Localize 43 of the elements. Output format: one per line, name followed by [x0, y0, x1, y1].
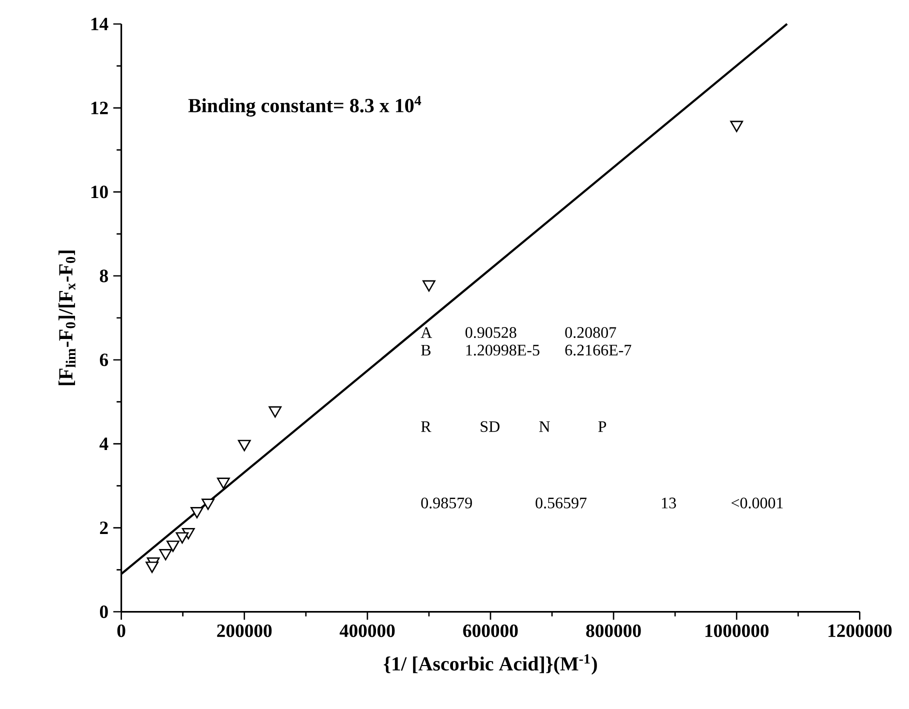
- x-tick-label: 400000: [340, 624, 395, 638]
- point: [202, 498, 214, 510]
- annotation: 0.56597: [536, 498, 587, 508]
- annotation: 6.2166E-7: [565, 344, 632, 356]
- y-tick-label: 6: [100, 354, 108, 366]
- annotation: P: [598, 421, 606, 432]
- x-tick-label: 1000000: [705, 624, 769, 638]
- point: [422, 280, 436, 292]
- point: [730, 120, 744, 132]
- annotation: 0.20807: [565, 327, 616, 338]
- x-tick-label: 200000: [217, 624, 272, 638]
- point: [190, 506, 204, 518]
- y-tick-label: 14: [91, 18, 108, 30]
- annotation: 13: [662, 498, 676, 508]
- y-tick-label: 4: [100, 438, 108, 450]
- point: [268, 406, 282, 418]
- annotation: <0.0001: [732, 498, 783, 508]
- annotation: 1.20998E-5: [466, 344, 540, 356]
- annotation: A: [420, 327, 432, 338]
- x-tick-label: 600000: [463, 624, 518, 638]
- point: [166, 540, 180, 552]
- annotation: N: [539, 421, 550, 432]
- y-tick-label: 8: [100, 270, 108, 282]
- annotation: R: [421, 421, 432, 432]
- y-tick-label: 2: [100, 522, 108, 534]
- text: Binding constant= 8.3 x 10$^{4}$: [188, 96, 422, 117]
- point: [176, 532, 189, 544]
- x-tick-label: 1200000: [828, 624, 892, 638]
- y-tick-label: 0: [100, 605, 108, 618]
- annotation: SD: [480, 421, 500, 432]
- text: [F$_{lim}$-F$_{0}$]/[F$_{x}$-F$_{0}$]: [58, 250, 76, 386]
- point: [159, 548, 172, 560]
- annotation: 0.98579: [421, 498, 472, 508]
- point: [146, 562, 159, 573]
- annotation: B: [421, 344, 430, 356]
- y-tick-label: 10: [91, 186, 108, 198]
- annotation: 0.90528: [466, 327, 516, 338]
- y-tick-label: 12: [91, 102, 108, 114]
- point: [238, 440, 251, 452]
- x-tick-label: 800000: [586, 624, 641, 638]
- x-tick-label: 0: [117, 624, 126, 638]
- point: [216, 478, 230, 489]
- x-axis-title: {1/ [Ascorbic Acid]}(M$^{-1}$): [384, 654, 597, 675]
